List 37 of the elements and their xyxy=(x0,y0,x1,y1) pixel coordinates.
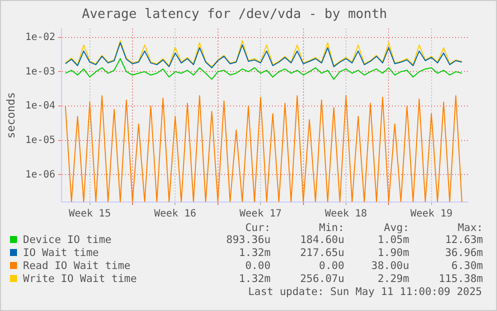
text: Max: xyxy=(456,222,484,234)
y-tick-label: 1e-02 xyxy=(25,32,56,43)
text: 1.90m xyxy=(376,247,410,260)
text: 1.32m xyxy=(238,273,272,286)
text: Last update: Sun May 11 11:00:09 2025 xyxy=(247,286,483,298)
legend-label: Read IO Wait time xyxy=(22,260,132,273)
text: 12.63m xyxy=(444,234,484,247)
text: Min: xyxy=(318,222,346,234)
y-tick-label: 1e-04 xyxy=(25,100,56,112)
x-tick-label: Week 16 xyxy=(154,208,196,220)
x-tick-label: Week 17 xyxy=(240,208,282,220)
legend-label: IO Wait time xyxy=(22,247,100,260)
text: 2.29m xyxy=(376,273,410,286)
x-tick-label: Week 19 xyxy=(410,208,452,220)
text: 893.36u xyxy=(225,234,272,247)
text: Avg: xyxy=(382,222,410,234)
y-axis-title: seconds xyxy=(4,92,18,138)
text: 0.00 xyxy=(318,260,346,273)
text: 1.05m xyxy=(376,234,410,247)
text: 256.07u xyxy=(299,273,346,286)
y-tick-label: 1e-05 xyxy=(25,134,56,146)
y-tick-label: 1e-06 xyxy=(25,169,56,180)
chart-title: Average latency for /dev/vda - by month xyxy=(82,7,388,22)
text: Cur: xyxy=(244,222,272,234)
legend-label: Write IO Wait time xyxy=(22,273,138,286)
x-tick-label: Week 15 xyxy=(68,208,111,220)
text: 184.60u xyxy=(299,234,346,247)
text: 6.30m xyxy=(450,260,484,273)
text: 1.32m xyxy=(238,247,272,260)
text: 38.00u xyxy=(370,260,410,273)
x-tick-label: Week 18 xyxy=(324,208,368,220)
text: 217.65u xyxy=(299,247,346,260)
text: 0.00 xyxy=(244,260,272,273)
legend-label: Device IO time xyxy=(22,234,113,247)
text: 115.38m xyxy=(438,273,484,286)
text: 36.96m xyxy=(444,247,484,260)
y-tick-label: 1e-03 xyxy=(25,66,56,78)
